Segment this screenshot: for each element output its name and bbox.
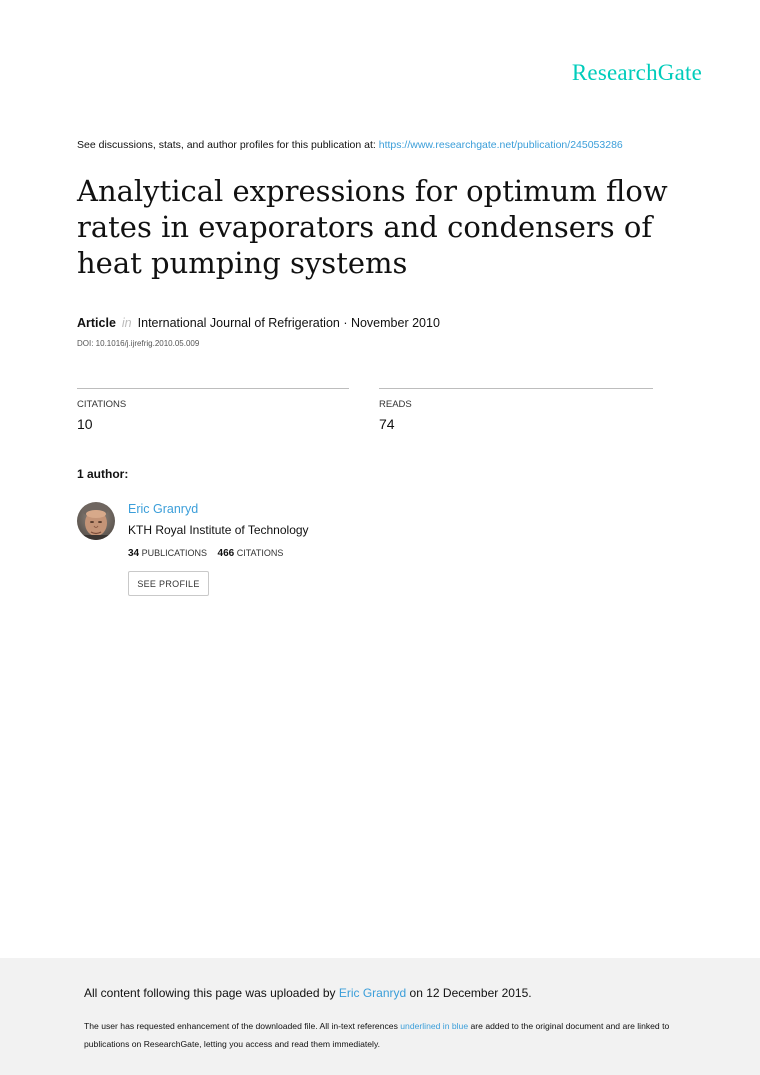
- author-name-link[interactable]: Eric Granryd: [128, 502, 199, 516]
- footer: All content following this page was uplo…: [0, 958, 760, 1075]
- publication-url-link[interactable]: https://www.researchgate.net/publication…: [378, 139, 623, 151]
- publications-label: PUBLICATIONS: [141, 548, 207, 558]
- author-avatar[interactable]: [77, 502, 115, 540]
- reads-divider: [379, 388, 653, 389]
- author-citations-label: CITATIONS: [236, 548, 284, 558]
- reads-label: READS: [379, 399, 412, 410]
- notice-prefix: The user has requested enhancement of th…: [84, 1021, 401, 1031]
- citations-label: CITATIONS: [77, 399, 127, 410]
- author-stats: 34 PUBLICATIONS 466 CITATIONS: [128, 548, 283, 559]
- discussion-notice: See discussions, stats, and author profi…: [77, 139, 623, 151]
- citations-divider: [77, 388, 349, 389]
- underlined-in-blue-text: underlined in blue: [400, 1021, 469, 1031]
- see-profile-button[interactable]: SEE PROFILE: [128, 571, 209, 596]
- article-meta: Article in International Journal of Refrig…: [77, 316, 440, 330]
- author-institution[interactable]: KTH Royal Institute of Technology: [128, 523, 309, 537]
- in-word: in: [121, 316, 132, 330]
- researchgate-logo[interactable]: ResearchGate: [571, 60, 702, 85]
- article-title: Analytical expressions for optimum flow …: [77, 174, 668, 280]
- journal-date[interactable]: International Journal of Refrigeration ·…: [137, 316, 440, 330]
- publications-count: 34: [128, 548, 140, 559]
- citations-value: 10: [77, 416, 93, 432]
- discussion-prefix: See discussions, stats, and author profi…: [77, 139, 379, 151]
- uploader-link[interactable]: Eric Granryd: [338, 986, 407, 1000]
- authors-heading: 1 author:: [77, 467, 129, 481]
- author-photo-icon: [77, 502, 115, 540]
- author-citations-count: 466: [217, 548, 235, 559]
- reads-value: 74: [379, 416, 395, 432]
- notice-suffix: are added to the original document and a…: [84, 1021, 670, 1049]
- article-type: Article: [77, 316, 116, 330]
- upload-notice: All content following this page was uplo…: [84, 986, 532, 1000]
- upload-prefix: All content following this page was uplo…: [84, 986, 339, 1000]
- doi: DOI: 10.1016/j.ijrefrig.2010.05.009: [77, 339, 200, 348]
- enhancement-notice: The user has requested enhancement of th…: [84, 1017, 684, 1053]
- upload-suffix: on 12 December 2015.: [406, 986, 532, 1000]
